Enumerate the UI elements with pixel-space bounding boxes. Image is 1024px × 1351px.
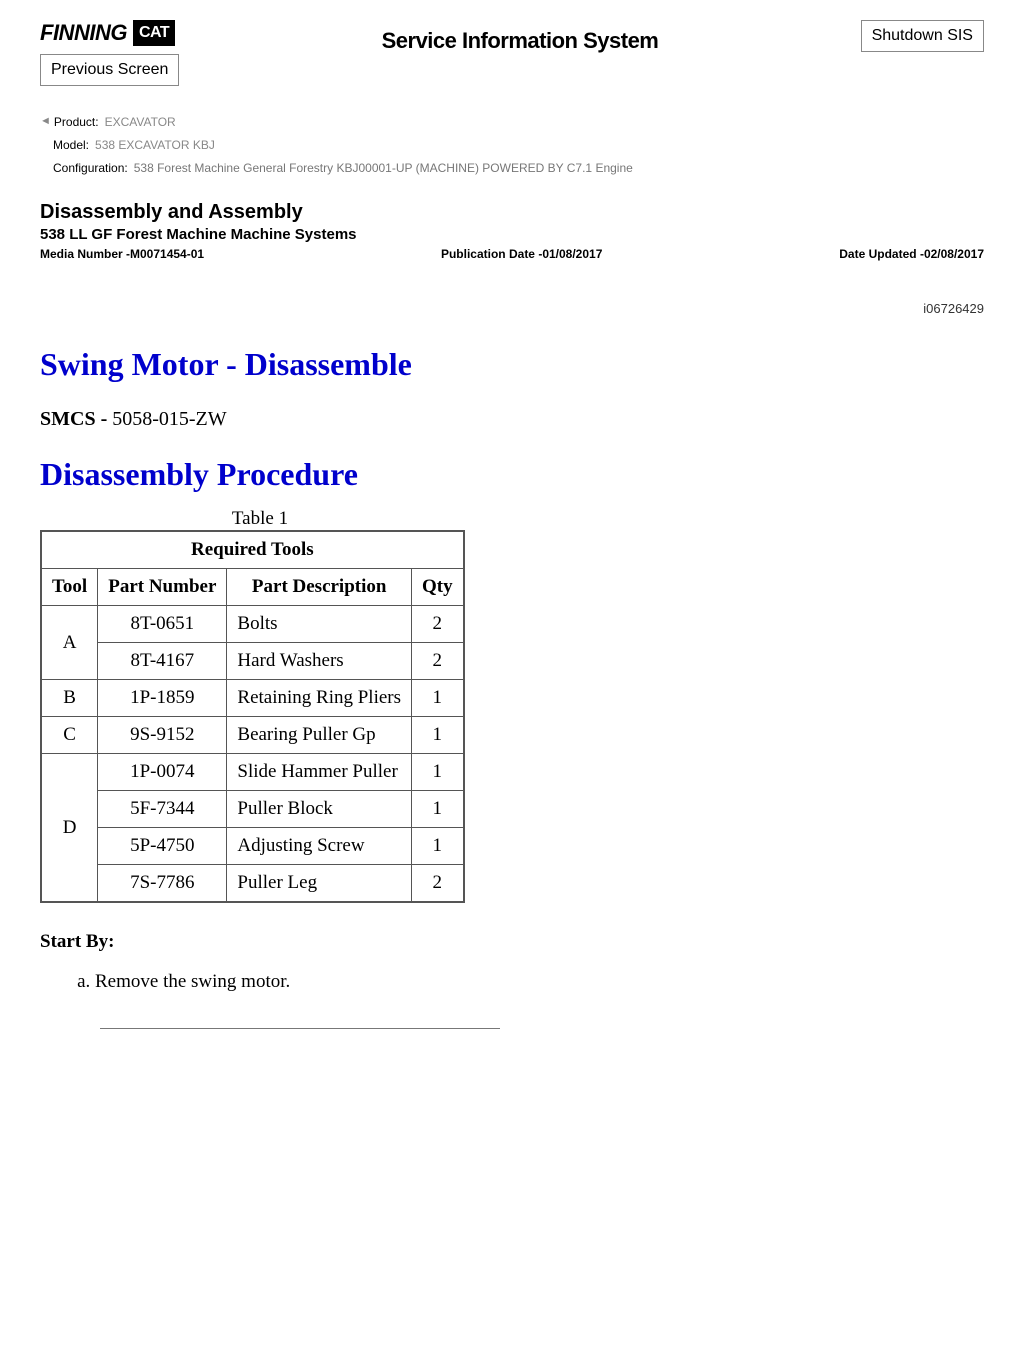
smcs-label: SMCS - <box>40 408 112 430</box>
qty-cell: 1 <box>412 791 464 828</box>
part-desc-cell: Puller Block <box>227 791 412 828</box>
part-number-cell: 8T-4167 <box>98 643 227 680</box>
meta-product-val: EXCAVATOR <box>105 111 176 134</box>
page-title: Swing Motor - Disassemble <box>40 346 984 383</box>
part-number-cell: 8T-0651 <box>98 606 227 643</box>
qty-cell: 1 <box>412 717 464 754</box>
doc-id: i06726429 <box>40 301 984 316</box>
start-by-steps: Remove the swing motor. <box>40 971 984 993</box>
table-row: 7S-7786Puller Leg2 <box>41 865 464 903</box>
part-desc-cell: Bearing Puller Gp <box>227 717 412 754</box>
doc-subtitle: 538 LL GF Forest Machine Machine Systems <box>40 226 984 243</box>
part-desc-cell: Puller Leg <box>227 865 412 903</box>
meta-config-val: 538 Forest Machine General Forestry KBJ0… <box>134 157 633 180</box>
tool-cell: A <box>41 606 98 680</box>
procedure-title: Disassembly Procedure <box>40 456 984 493</box>
table-header: Part Description <box>227 569 412 606</box>
logo-text: FINNING <box>40 20 127 46</box>
smcs-line: SMCS - 5058-015-ZW <box>40 408 984 431</box>
table-caption: Table 1 <box>40 508 480 530</box>
table-header: Tool <box>41 569 98 606</box>
smcs-code: 5058-015-ZW <box>112 408 226 430</box>
table-header: Qty <box>412 569 464 606</box>
part-desc-cell: Retaining Ring Pliers <box>227 680 412 717</box>
media-number: Media Number -M0071454-01 <box>40 247 204 261</box>
meta-model-val: 538 EXCAVATOR KBJ <box>95 134 215 157</box>
publication-date: Publication Date -01/08/2017 <box>441 247 602 261</box>
part-number-cell: 5P-4750 <box>98 828 227 865</box>
shutdown-sis-button[interactable]: Shutdown SIS <box>861 20 984 52</box>
tool-cell: D <box>41 754 98 903</box>
tool-cell: B <box>41 680 98 717</box>
table-row: 8T-4167Hard Washers2 <box>41 643 464 680</box>
qty-cell: 2 <box>412 606 464 643</box>
meta-block: ◄ Product: EXCAVATOR Model: 538 EXCAVATO… <box>40 111 984 179</box>
date-updated: Date Updated -02/08/2017 <box>839 247 984 261</box>
qty-cell: 2 <box>412 865 464 903</box>
finning-logo: FINNING CAT <box>40 20 175 46</box>
part-desc-cell: Bolts <box>227 606 412 643</box>
meta-model: Model: 538 EXCAVATOR KBJ <box>40 134 984 157</box>
tool-cell: C <box>41 717 98 754</box>
meta-product-key: Product: <box>54 111 99 134</box>
required-tools-table: Required ToolsToolPart NumberPart Descri… <box>40 530 465 903</box>
part-desc-cell: Hard Washers <box>227 643 412 680</box>
divider <box>100 1028 500 1029</box>
table-row: C9S-9152Bearing Puller Gp1 <box>41 717 464 754</box>
qty-cell: 2 <box>412 643 464 680</box>
part-number-cell: 7S-7786 <box>98 865 227 903</box>
table-title: Required Tools <box>41 531 464 569</box>
table-row: D1P-0074Slide Hammer Puller1 <box>41 754 464 791</box>
logo-block: FINNING CAT Previous Screen <box>40 20 179 86</box>
meta-config-key: Configuration: <box>53 157 128 180</box>
list-item: Remove the swing motor. <box>95 971 984 993</box>
start-by-label: Start By: <box>40 931 984 953</box>
part-number-cell: 1P-1859 <box>98 680 227 717</box>
part-desc-cell: Adjusting Screw <box>227 828 412 865</box>
cat-logo-icon: CAT <box>133 20 175 46</box>
part-desc-cell: Slide Hammer Puller <box>227 754 412 791</box>
doc-category: Disassembly and Assembly <box>40 201 984 224</box>
chevron-left-icon: ◄ <box>40 111 51 134</box>
previous-screen-button[interactable]: Previous Screen <box>40 54 179 86</box>
meta-config: Configuration: 538 Forest Machine Genera… <box>40 157 984 180</box>
table-row: A8T-0651Bolts2 <box>41 606 464 643</box>
meta-product: ◄ Product: EXCAVATOR <box>40 111 984 134</box>
part-number-cell: 9S-9152 <box>98 717 227 754</box>
pub-row: Media Number -M0071454-01 Publication Da… <box>40 247 984 261</box>
table-row: 5P-4750Adjusting Screw1 <box>41 828 464 865</box>
qty-cell: 1 <box>412 680 464 717</box>
qty-cell: 1 <box>412 828 464 865</box>
header: FINNING CAT Previous Screen Service Info… <box>40 20 984 86</box>
table-row: 5F-7344Puller Block1 <box>41 791 464 828</box>
meta-model-key: Model: <box>53 134 89 157</box>
sis-title: Service Information System <box>382 28 659 54</box>
part-number-cell: 5F-7344 <box>98 791 227 828</box>
qty-cell: 1 <box>412 754 464 791</box>
table-header: Part Number <box>98 569 227 606</box>
part-number-cell: 1P-0074 <box>98 754 227 791</box>
table-row: B1P-1859Retaining Ring Pliers1 <box>41 680 464 717</box>
